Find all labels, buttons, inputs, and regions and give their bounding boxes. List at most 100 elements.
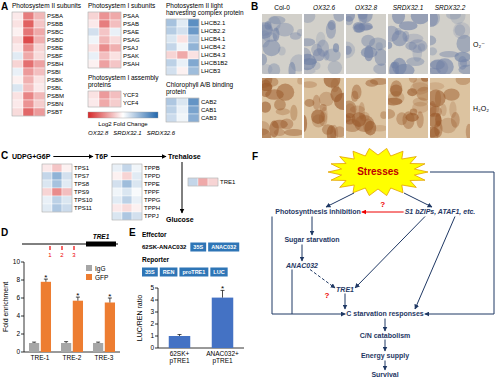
gene-label: PSBE [47,45,63,51]
photo [262,78,302,138]
panel-letter: A [1,1,8,12]
flow-node: Survival [371,371,398,378]
text-line: Photosystem I subunits [88,2,156,10]
heatmap-cell [208,178,218,186]
photo-texture [313,95,321,110]
photo-texture [354,24,373,30]
x-tick-label: ANAC032+pTRE1 [206,350,239,365]
photo-texture [324,78,341,88]
heatmap-frame [188,178,218,186]
column-label: Col-0 [274,4,290,11]
heatmap-cell [177,98,188,106]
y-tick [155,336,158,337]
heatmap-cell [99,20,110,28]
heatmap-cell [62,172,72,180]
bar [105,303,115,353]
construct-part [160,268,178,277]
heatmap-cell [62,204,72,212]
heatmap-cell [122,204,132,212]
text-line: pTRE1 [212,357,233,365]
heatmap-cell [12,36,23,44]
gene-label: PSAA [123,13,139,19]
heatmap-cell [110,36,121,44]
photo-texture [352,84,362,99]
gene-label: PSAK [123,53,139,59]
arrow [415,217,455,310]
gene-label: TPPF [144,189,160,195]
heatmap-cell [122,188,132,196]
heatmap-cell [188,27,199,35]
photo-texture [319,111,328,126]
y-tick [21,352,24,353]
photo-texture [297,29,302,36]
text-line: proteins [88,81,112,89]
photo-texture [443,89,459,101]
construct-part-label: LUC [213,269,224,275]
group-title: Photosystem II lightharvesting complex p… [166,2,244,17]
construct-part-label: REN [163,269,175,275]
group-title: Photosystem I subunits [88,2,156,10]
significance: * [76,291,79,300]
photo-texture [453,22,470,39]
gene-label: PSAG [123,37,140,43]
y-tick [155,348,158,349]
photo-texture [416,111,423,128]
group-title: Photosystem I assemblyproteins [88,74,159,89]
heatmap-cell [62,180,72,188]
y-tick-label: 2 [16,330,20,337]
construct-part [179,268,208,277]
heatmap-cell [110,99,121,107]
photo-texture [450,14,465,24]
arrow [345,294,346,310]
construct-part [210,268,227,277]
construct-part-label: proTRE1 [182,269,205,275]
legend-swatch [86,274,92,280]
heatmap-cell [110,12,121,20]
unknown-mark: ? [325,291,330,300]
y-tick-label: 0 [16,348,20,355]
gene-label: PSBM [47,93,64,99]
heatmap-cell [12,100,23,108]
error-bar [64,342,68,343]
heatmap-frame [112,164,142,220]
y-axis [24,262,25,352]
construct-name: 62SK-ANAC032 [142,244,187,250]
legend-label: GFP [95,274,108,281]
gene-label: TPPJ [144,213,159,219]
heatmap-cell [177,43,188,51]
arrow [385,361,386,371]
heatmap-cell [42,180,52,188]
heatmap-cell [88,28,99,36]
photo-texture [346,119,361,132]
photo-texture [406,57,424,66]
heatmap-cell [88,36,99,44]
text-line: Photosystem II subunits [12,2,82,10]
heatmap-cell [52,196,62,204]
row-label: H₂O₂ [473,105,489,112]
heatmap-cell [122,180,132,188]
heatmap-cell [188,98,199,106]
starburst [328,148,428,195]
heatmap-cell [110,44,121,52]
gene-label: TPS10 [74,197,93,203]
gene-label: PSAB [123,21,139,27]
heatmap-cell [99,36,110,44]
construct-part-label: 35S [193,244,203,250]
primer-site [61,246,62,250]
heatmap-cell [188,19,199,27]
heatmap-cell [34,76,45,84]
column-label: SRDX32.1 [393,4,424,11]
heatmap-cell [62,196,72,204]
heatmap-cell [166,106,177,114]
heatmap-cell [188,178,198,186]
heatmap-cell [23,92,34,100]
gene-label: PSBF [47,53,63,59]
photo-texture [407,88,417,96]
heatmap-cell [166,59,177,67]
y-tick [21,262,24,263]
gene-label: TRE1 [93,233,110,240]
y-tick [155,324,158,325]
heatmap-cell [12,68,23,76]
heatmap-cell [166,43,177,51]
heatmap-cell [122,164,132,172]
